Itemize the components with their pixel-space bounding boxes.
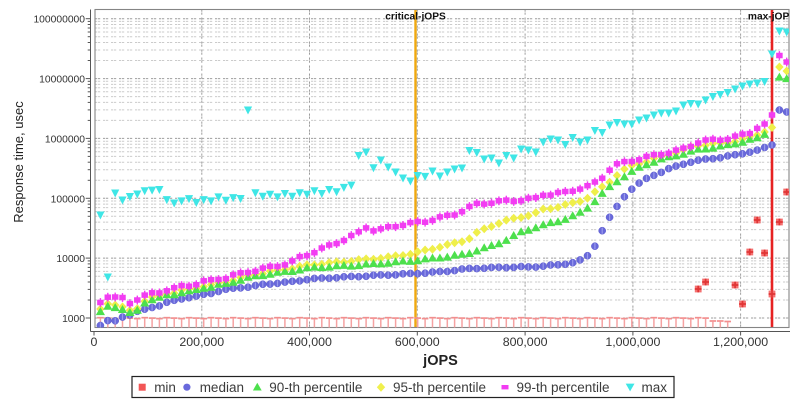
svg-text:1,200,000: 1,200,000 bbox=[713, 335, 768, 349]
svg-text:800,000: 800,000 bbox=[503, 335, 548, 349]
svg-text:10000: 10000 bbox=[56, 254, 85, 265]
svg-text:95-th percentile: 95-th percentile bbox=[393, 380, 486, 395]
svg-text:100000: 100000 bbox=[51, 194, 86, 205]
svg-text:90-th percentile: 90-th percentile bbox=[269, 380, 362, 395]
svg-text:median: median bbox=[200, 380, 244, 395]
svg-text:critical-jOPS: critical-jOPS bbox=[385, 12, 446, 23]
svg-text:0: 0 bbox=[91, 335, 98, 349]
svg-text:600,000: 600,000 bbox=[395, 335, 440, 349]
svg-text:200,000: 200,000 bbox=[179, 335, 224, 349]
svg-text:10000000: 10000000 bbox=[39, 75, 85, 86]
svg-text:1000: 1000 bbox=[62, 314, 85, 325]
svg-text:min: min bbox=[154, 380, 176, 395]
svg-text:100000000: 100000000 bbox=[33, 15, 85, 26]
svg-text:jOPS: jOPS bbox=[422, 353, 458, 369]
svg-text:1000000: 1000000 bbox=[45, 134, 85, 145]
svg-text:400,000: 400,000 bbox=[287, 335, 332, 349]
svg-text:Response time, usec: Response time, usec bbox=[11, 101, 26, 223]
svg-text:max-jOPS: max-jOPS bbox=[748, 12, 796, 23]
svg-text:1,000,000: 1,000,000 bbox=[605, 335, 660, 349]
svg-text:max: max bbox=[642, 380, 668, 395]
svg-text:99-th percentile: 99-th percentile bbox=[517, 380, 610, 395]
